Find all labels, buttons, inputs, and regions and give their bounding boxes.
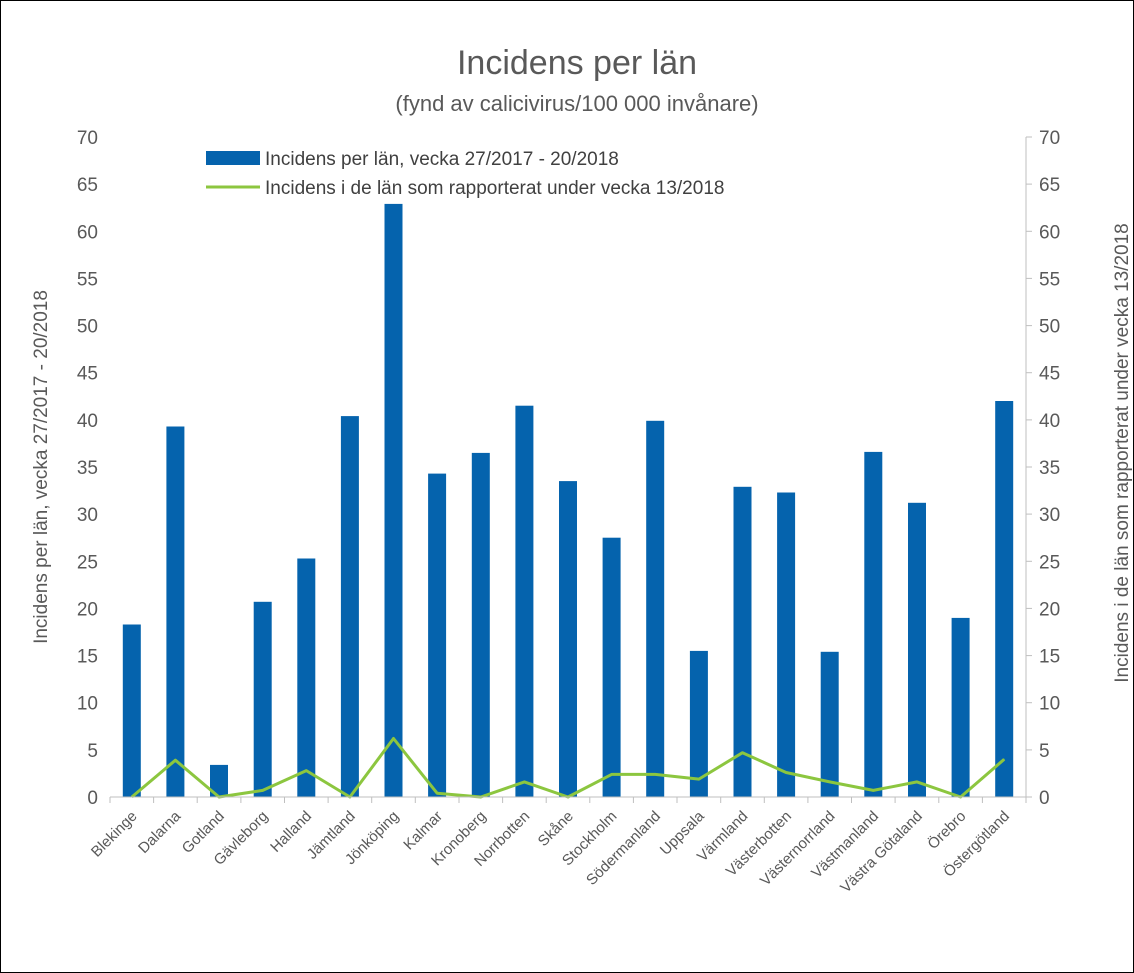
- bar-östergötland: [995, 401, 1014, 797]
- y-tick-label-right: 25: [1039, 552, 1060, 573]
- y-tick-label-right: 30: [1039, 505, 1060, 526]
- line-point-gävleborg: [262, 789, 264, 791]
- line-point-östergötland: [1003, 758, 1005, 760]
- legend-label-bars: Incidens per län, vecka 27/2017 - 20/201…: [265, 149, 619, 170]
- y-tick-label-left: 60: [77, 222, 98, 243]
- bar-dalarna: [166, 426, 185, 797]
- category-label-blekinge: Blekinge: [88, 808, 141, 861]
- y-tick-label-left: 35: [77, 458, 98, 479]
- y-tick-label-right: 50: [1039, 317, 1060, 338]
- chart-title: Incidens per län: [457, 44, 697, 82]
- y-tick-label-right: 5: [1039, 741, 1050, 762]
- bar-västerbotten: [777, 492, 796, 797]
- line-point-västerbotten: [785, 772, 787, 773]
- bar-kalmar: [428, 473, 447, 797]
- y-tick-label-right: 15: [1039, 647, 1060, 668]
- bar-series: [122, 203, 1014, 797]
- bar-norrbotten: [515, 405, 534, 797]
- y-tick-label-right: 65: [1039, 175, 1060, 196]
- right-axis-ticks: 0 5 10 15 20 25 30 35 40 45 50 55 60 65 70: [1026, 128, 1060, 809]
- y-tick-label-left: 10: [77, 694, 98, 715]
- bar-blekinge: [122, 624, 141, 797]
- y-tick-label-left: 25: [77, 552, 98, 573]
- bar-värmland: [733, 486, 752, 797]
- y-tick-label-left: 55: [77, 269, 98, 290]
- bar-örebro: [951, 617, 970, 797]
- bar-stockholm: [602, 537, 621, 797]
- bar-södermanland: [646, 420, 665, 797]
- bar-halland: [297, 558, 316, 797]
- bar-skåne: [559, 481, 577, 797]
- y-tick-label-right: 10: [1039, 694, 1060, 715]
- bar-gotland: [210, 764, 228, 797]
- y-tick-label-right: 20: [1039, 599, 1060, 620]
- y-tick-label-right: 70: [1039, 128, 1060, 149]
- line-point-norrbotten: [523, 781, 525, 783]
- bar-västernorrland: [820, 651, 839, 797]
- line-point-dalarna: [174, 759, 176, 761]
- line-point-halland: [305, 770, 307, 772]
- bar-västmanland: [864, 451, 883, 797]
- legend-swatch-bars: [206, 151, 260, 165]
- y-tick-label-right: 55: [1039, 269, 1060, 290]
- y-tick-label-left: 70: [77, 128, 98, 149]
- y-tick-label-right: 45: [1039, 364, 1060, 385]
- line-point-västra-götaland: [916, 781, 918, 783]
- y-tick-label-left: 40: [77, 411, 98, 432]
- line-point-södermanland: [654, 773, 656, 775]
- y-tick-label-left: 30: [77, 505, 98, 526]
- y-tick-label-left: 15: [77, 647, 98, 668]
- category-label-västernorrland: Västernorrland: [757, 808, 839, 890]
- category-label-västra-götaland: Västra Götaland: [837, 808, 926, 897]
- bar-västra-götaland: [908, 502, 926, 797]
- bar-uppsala: [689, 650, 708, 797]
- y-tick-label-right: 0: [1039, 788, 1050, 809]
- y-tick-label-left: 5: [87, 741, 98, 762]
- bar-kronoberg: [471, 452, 490, 797]
- y-axis-label-left: Incidens per län, vecka 27/2017 - 20/201…: [31, 290, 52, 644]
- line-point-stockholm: [611, 773, 613, 775]
- bar-jämtland: [340, 416, 359, 797]
- y-axis-label-right: Incidens i de län som rapporterat under …: [1112, 223, 1133, 682]
- y-tick-label-left: 65: [77, 175, 98, 196]
- category-label-dalarna: Dalarna: [135, 807, 185, 857]
- line-point-kalmar: [436, 792, 438, 794]
- bar-jönköping: [384, 203, 403, 797]
- y-tick-label-left: 20: [77, 599, 98, 620]
- line-point-värmland: [742, 752, 743, 754]
- y-tick-label-left: 0: [87, 788, 98, 809]
- legend: Incidens per län, vecka 27/2017 - 20/201…: [206, 149, 724, 199]
- left-axis-ticks: 0 5 10 15 20 25 30 35 40 45 50 55 60 65 70: [77, 128, 98, 809]
- line-point-västernorrland: [829, 781, 831, 783]
- legend-label-line: Incidens i de län som rapporterat under …: [265, 178, 724, 199]
- line-point-västmanland: [872, 789, 874, 791]
- y-tick-label-left: 45: [77, 364, 98, 385]
- category-labels: BlekingeDalarnaGotlandGävleborgHallandJä…: [88, 807, 1013, 896]
- y-tick-label-right: 35: [1039, 458, 1060, 479]
- y-tick-label-right: 60: [1039, 222, 1060, 243]
- bar-gävleborg: [253, 601, 272, 797]
- line-point-uppsala: [698, 778, 700, 780]
- y-tick-label-left: 50: [77, 317, 98, 338]
- line-point-jönköping: [393, 738, 394, 739]
- category-label-skåne: Skåne: [535, 808, 577, 850]
- chart-subtitle: (fynd av calicivirus/100 000 invånare): [395, 91, 758, 116]
- y-tick-label-right: 40: [1039, 411, 1060, 432]
